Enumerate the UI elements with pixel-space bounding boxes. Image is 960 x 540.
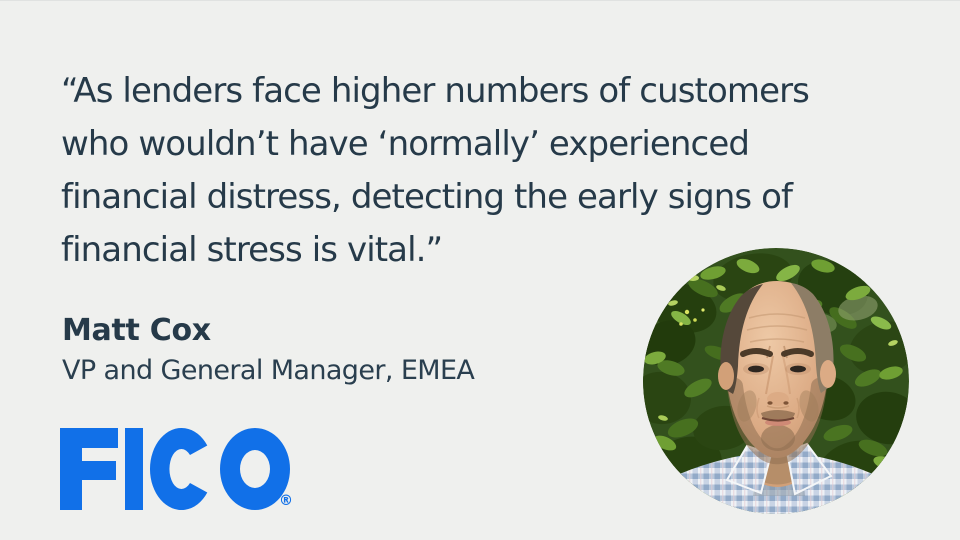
headshot-photo [643, 248, 909, 514]
fico-logotype-svg [60, 428, 290, 510]
nose [765, 355, 791, 409]
quote-line-2: who wouldn’t have ‘normally’ experienced [61, 124, 750, 164]
quote-line-4: financial stress is vital.” [61, 230, 443, 270]
fico-letter-f [60, 428, 118, 510]
attribution-title: VP and General Manager, EMEA [62, 355, 475, 386]
fico-letter-i [125, 428, 143, 510]
face [718, 281, 836, 465]
fico-letter-o [220, 428, 290, 510]
fico-logotype [60, 428, 290, 510]
quote-line-1: “As lenders face higher numbers of custo… [61, 71, 810, 111]
quote-text: “As lenders face higher numbers of custo… [61, 65, 810, 277]
quote-line-3: financial distress, detecting the early … [61, 177, 793, 217]
eye-right [790, 365, 806, 373]
eye-left [748, 365, 764, 373]
attribution-name: Matt Cox [62, 313, 211, 348]
registered-trademark: ® [279, 493, 293, 509]
smile-lines [756, 397, 800, 419]
top-edge-line [0, 0, 960, 1]
ear-right [820, 360, 836, 388]
ear-left [718, 362, 734, 390]
mouth [761, 416, 795, 426]
headshot-illustration [643, 248, 909, 514]
fico-letter-c [149, 428, 208, 510]
beard-stubble [727, 378, 827, 465]
forehead-wrinkles [746, 313, 808, 343]
eyebrows [740, 348, 814, 357]
fico-logo: ® [60, 428, 300, 514]
